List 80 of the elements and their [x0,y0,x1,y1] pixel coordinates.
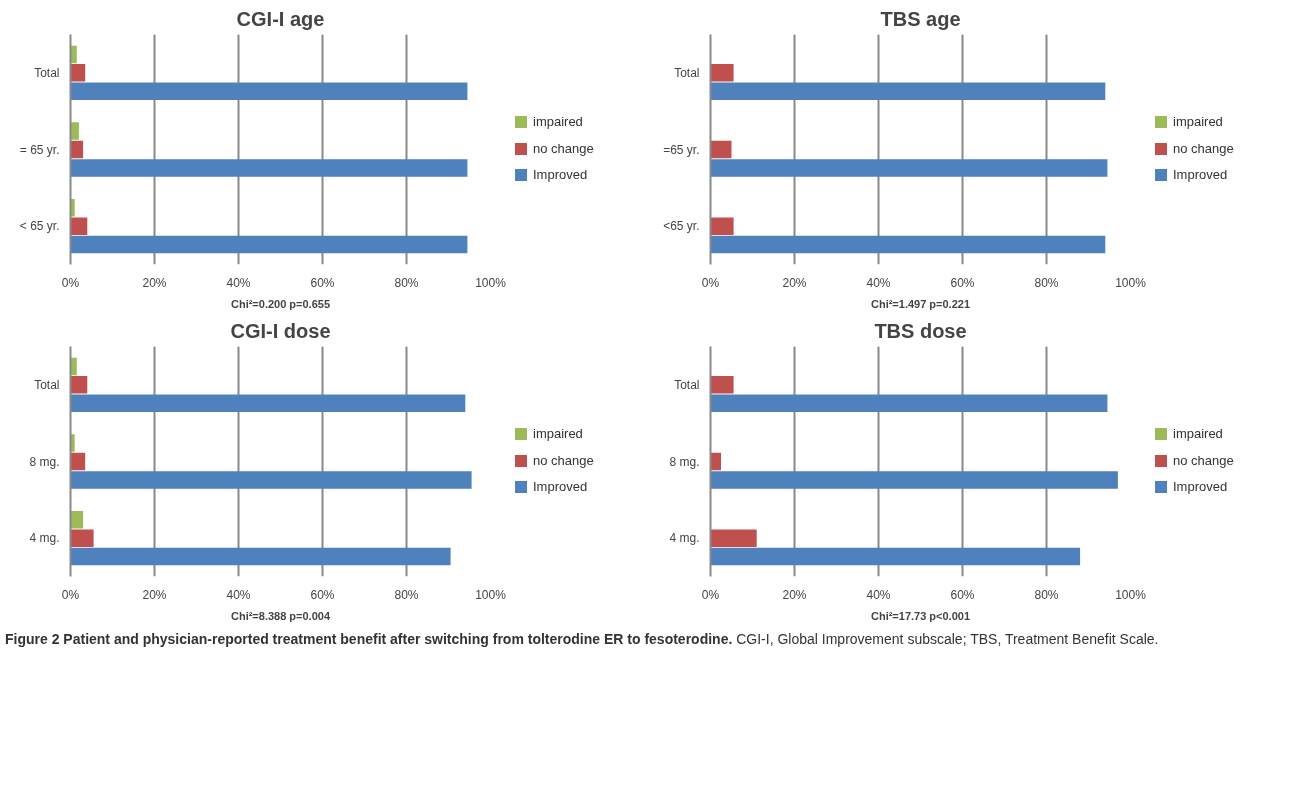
x-tick-label: 20% [782,587,807,602]
y-tick-label: < 65 yr. [19,219,60,234]
x-tick-label: 60% [310,275,335,290]
chart-title: TBS dose [874,319,967,342]
x-tick-label: 60% [310,587,335,602]
x-tick-label: 60% [950,587,975,602]
legend-label: Improved [1173,166,1228,185]
x-tick-label: 0% [61,275,80,290]
x-tick-label: 0% [61,587,80,602]
x-tick-label: 100% [475,275,507,290]
bar [70,511,84,529]
caption: Figure 2 Patient and physician-reported treatment benefit after switching from tolterodine ER to fesoterodine. [5,631,733,647]
x-tick-label: 80% [1034,275,1059,290]
legend-label: Improved [533,478,588,497]
bar [70,82,468,100]
y-tick-label: Total [34,377,60,392]
bar [710,547,1081,566]
x-axis-title: Chi²=0.200 p=0.655 [230,297,331,310]
legend-label: impaired [533,113,583,131]
y-tick-label: 8 mg. [669,454,700,469]
bar [70,159,468,177]
bar [710,394,1108,412]
bar [710,64,734,82]
x-tick-label: 20% [142,275,167,290]
y-tick-label: 8 mg. [29,454,60,469]
x-tick-label: 80% [394,275,419,290]
x-tick-label: 80% [394,587,419,602]
bar [710,471,1118,489]
x-tick-label: 0% [701,587,720,602]
legend-label: impaired [533,425,583,443]
y-tick-label: Total [674,377,700,392]
x-axis-title: Chi²=17.73 p<0.001 [870,609,971,622]
chart-title: CGI-I age [236,7,325,30]
bar [70,376,88,394]
x-tick-label: 20% [782,275,807,290]
x-tick-label: 100% [475,587,507,602]
legend-label: no change [1173,139,1234,158]
x-axis-title: Chi²=8.388 p=0.004 [230,609,331,622]
x-tick-label: 0% [701,275,720,290]
y-tick-label: = 65 yr. [19,142,60,157]
x-tick-label: 40% [866,275,891,290]
legend-label: impaired [1173,113,1223,131]
bar [70,529,94,547]
bar [70,217,88,235]
bar [70,64,86,82]
bar [710,376,734,394]
bar [710,235,1106,254]
x-tick-label: 40% [866,587,891,602]
bar [710,82,1106,100]
x-tick-label: 20% [142,587,167,602]
x-tick-label: 40% [226,587,251,602]
bar [70,394,466,412]
bar [70,235,468,254]
bar [70,547,451,566]
x-tick-label: 60% [950,275,975,290]
legend-label: Improved [1173,478,1228,497]
bar [70,471,472,489]
legend-label: no change [1173,451,1234,470]
y-tick-label: <65 yr. [663,219,700,234]
bar [710,159,1108,177]
x-axis-title: Chi²=1.497 p=0.221 [870,297,971,310]
chart-title: TBS age [880,7,961,30]
legend-label: Improved [533,166,588,185]
y-tick-label: 4 mg. [29,531,60,546]
y-tick-label: =65 yr. [663,142,700,157]
y-tick-label: Total [34,65,60,80]
bar [710,217,734,235]
text: CGI-I, Global Improvement subscale; TBS, Treatment Benefit Scale. [736,631,1159,647]
bar [710,140,732,159]
legend-label: impaired [1173,425,1223,443]
legend-label: no change [533,139,594,158]
x-tick-label: 100% [1115,587,1147,602]
x-tick-label: 100% [1115,275,1147,290]
bar [710,529,757,547]
x-tick-label: 80% [1034,587,1059,602]
legend-label: no change [533,451,594,470]
x-tick-label: 40% [226,275,251,290]
y-tick-label: Total [674,65,700,80]
chart-title: CGI-I dose [230,319,331,342]
y-tick-label: 4 mg. [669,531,700,546]
